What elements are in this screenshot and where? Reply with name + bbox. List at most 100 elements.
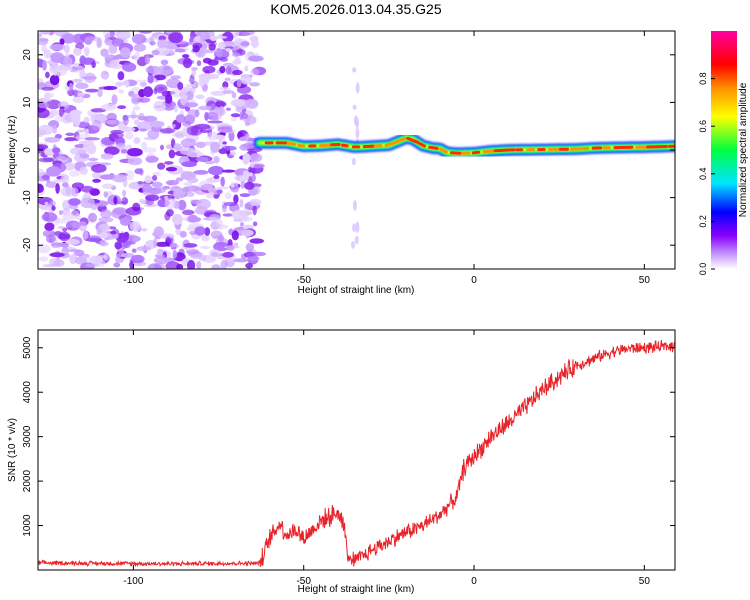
ridge-core-dash xyxy=(428,145,439,150)
noise-blob xyxy=(242,170,250,179)
noise-blob xyxy=(103,73,108,81)
noise-blob xyxy=(181,94,189,100)
noise-blob xyxy=(250,38,259,49)
colorbar-tick-label: 0.6 xyxy=(698,120,708,133)
noise-blob xyxy=(90,108,107,113)
noise-blob xyxy=(118,247,124,258)
noise-blob xyxy=(91,171,102,179)
noise-blob xyxy=(69,249,81,253)
noise-blob xyxy=(219,65,226,74)
noise-blob xyxy=(69,83,74,90)
noise-blob xyxy=(125,206,142,216)
noise-blob xyxy=(61,33,75,44)
noise-blob xyxy=(42,60,47,71)
ridge-core-dash xyxy=(471,150,481,155)
ridge-core-dash xyxy=(450,151,462,155)
noise-blob xyxy=(184,102,199,108)
noise-blob xyxy=(44,148,55,157)
snr-y-tick-label: 5000 xyxy=(22,336,33,359)
noise-blob xyxy=(206,131,218,141)
snr-y-tick-label: 3000 xyxy=(22,425,33,448)
noise-blob xyxy=(222,251,234,258)
ridge-core-dash xyxy=(319,143,332,148)
noise-blob xyxy=(188,152,198,158)
noise-blob xyxy=(220,176,225,187)
noise-blob xyxy=(180,138,197,148)
noise-blob xyxy=(208,43,216,51)
noise-blob xyxy=(155,105,162,109)
colorbar-gradient xyxy=(711,31,737,269)
noise-blob xyxy=(38,58,43,67)
noise-blob xyxy=(38,37,49,46)
ridge-core-dash xyxy=(362,144,375,149)
noise-blob xyxy=(119,47,131,58)
noise-blob xyxy=(64,137,77,142)
noise-blob xyxy=(88,212,98,223)
noise-blob xyxy=(119,126,136,132)
noise-blob xyxy=(114,241,123,250)
noise-blob xyxy=(45,137,61,143)
ridge-core-dash xyxy=(384,141,397,147)
noise-blob xyxy=(53,152,64,158)
noise-blob xyxy=(248,172,253,177)
noise-blob xyxy=(73,47,82,56)
noise-blob xyxy=(230,113,241,118)
noise-blob xyxy=(182,186,190,193)
noise-blob xyxy=(142,184,153,193)
noise-blob xyxy=(122,189,127,197)
snr-y-tick-label: 2000 xyxy=(22,470,33,493)
noise-blob xyxy=(149,41,156,46)
noise-blob xyxy=(152,171,161,176)
noise-blob xyxy=(164,161,174,165)
noise-blob xyxy=(108,44,118,55)
noise-blob xyxy=(100,103,117,111)
noise-blob xyxy=(141,141,148,150)
noise-blob xyxy=(168,149,176,159)
noise-blob xyxy=(104,146,120,156)
noise-blob xyxy=(136,56,148,67)
noise-blob xyxy=(111,94,118,105)
spectrogram-x-tick-label: 0 xyxy=(471,275,477,286)
noise-blob xyxy=(222,213,234,217)
noise-blob xyxy=(116,142,126,150)
noise-blob xyxy=(79,166,88,175)
noise-blob xyxy=(82,143,92,150)
noise-blob xyxy=(38,124,54,135)
noise-blob xyxy=(139,128,147,132)
spectrogram-y-label: Frequency (Hz) xyxy=(7,116,18,185)
colorbar-tick-label: 0.4 xyxy=(698,168,708,181)
spectrogram-x-label: Height of straight line (km) xyxy=(298,285,415,296)
noise-blob xyxy=(211,116,219,121)
noise-blob xyxy=(45,71,50,79)
noise-blob xyxy=(250,68,260,76)
spectrogram-y-tick-label: -20 xyxy=(22,238,33,253)
noise-blob xyxy=(233,194,239,204)
noise-blob xyxy=(58,231,71,242)
noise-blob xyxy=(231,92,237,99)
noise-blob xyxy=(99,240,106,246)
noise-blob xyxy=(122,240,131,249)
noise-blob xyxy=(204,160,215,165)
noise-blob xyxy=(48,200,57,207)
noise-blob xyxy=(204,227,211,236)
noise-blob xyxy=(129,221,142,232)
spur-blob xyxy=(355,118,360,129)
spur-blob xyxy=(355,221,360,233)
noise-blob xyxy=(252,221,258,227)
noise-blob xyxy=(240,74,253,85)
noise-blob xyxy=(239,193,251,198)
noise-blob xyxy=(198,105,212,111)
noise-blob xyxy=(38,157,54,163)
noise-blob xyxy=(247,255,260,262)
snr-y-label: SNR (10 * v/v) xyxy=(7,418,18,482)
noise-blob xyxy=(253,186,261,195)
noise-blob xyxy=(169,242,178,248)
noise-blob xyxy=(44,222,55,231)
noise-blob xyxy=(208,165,224,176)
noise-blob xyxy=(218,41,226,50)
noise-blob xyxy=(80,185,94,193)
noise-blob xyxy=(222,90,235,94)
noise-blob xyxy=(68,110,81,120)
noise-blob xyxy=(211,251,219,257)
